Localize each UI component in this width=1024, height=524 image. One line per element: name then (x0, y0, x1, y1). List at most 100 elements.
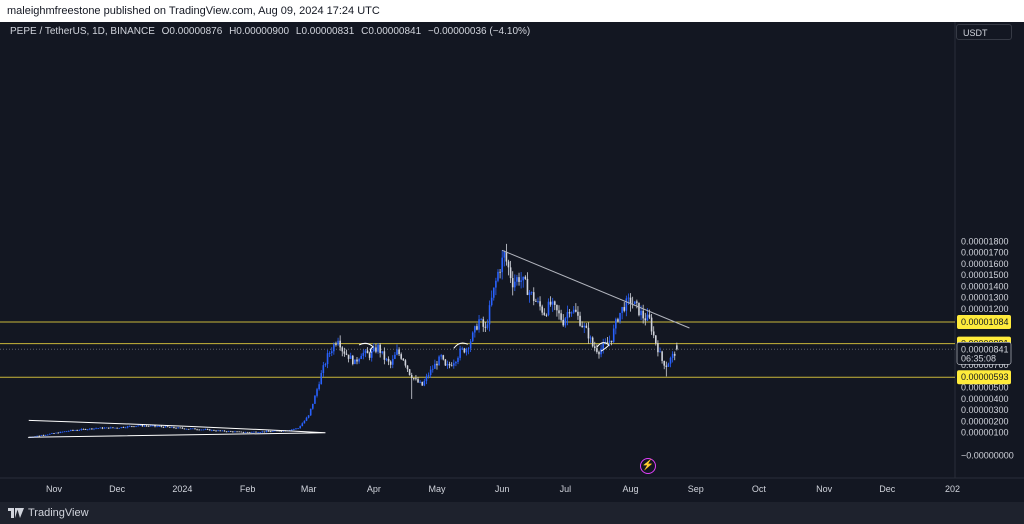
candle-body[interactable] (591, 337, 594, 347)
candle-body[interactable] (225, 431, 228, 433)
candle-body[interactable] (568, 312, 571, 314)
candle-body[interactable] (192, 428, 194, 430)
candle-body[interactable] (530, 292, 533, 293)
candle-body[interactable] (621, 307, 623, 313)
candle-body[interactable] (135, 425, 137, 427)
candle-body[interactable] (57, 432, 60, 434)
candle-body[interactable] (257, 432, 259, 434)
candle-body[interactable] (253, 431, 255, 433)
candle-body[interactable] (217, 430, 219, 432)
tradingview-brand[interactable]: TradingView (8, 507, 89, 519)
candle-body[interactable] (425, 376, 428, 381)
candle-body[interactable] (84, 429, 87, 430)
candle-body[interactable] (181, 427, 184, 429)
candle-body[interactable] (650, 317, 653, 332)
candle-body[interactable] (665, 365, 668, 367)
candle-body[interactable] (267, 430, 270, 432)
candle-body[interactable] (328, 353, 331, 354)
candle-body[interactable] (48, 433, 51, 435)
candle-body[interactable] (362, 352, 365, 356)
candle-body[interactable] (640, 310, 642, 316)
candle-body[interactable] (427, 375, 430, 377)
candle-body[interactable] (358, 358, 360, 362)
candle-body[interactable] (610, 340, 613, 342)
candle-body[interactable] (400, 354, 402, 359)
candle-body[interactable] (615, 319, 617, 329)
candle-body[interactable] (373, 347, 375, 352)
candle-body[interactable] (566, 312, 569, 319)
candle-body[interactable] (303, 420, 306, 424)
candle-body[interactable] (166, 426, 169, 428)
candle-body[interactable] (383, 351, 386, 360)
candle-body[interactable] (556, 304, 558, 311)
candle-body[interactable] (263, 431, 266, 433)
candle-body[interactable] (419, 381, 421, 383)
candle-body[interactable] (156, 426, 158, 428)
candle-body[interactable] (629, 297, 632, 304)
candle-body[interactable] (293, 429, 295, 430)
candle-body[interactable] (99, 427, 102, 429)
candle-body[interactable] (128, 425, 131, 427)
candle-body[interactable] (162, 426, 165, 428)
candle-body[interactable] (175, 427, 177, 429)
candle-body[interactable] (347, 354, 350, 359)
candle-body[interactable] (110, 427, 112, 429)
candle-body[interactable] (406, 365, 409, 370)
candle-body[interactable] (51, 433, 53, 434)
candle-body[interactable] (112, 427, 114, 429)
candle-body[interactable] (644, 318, 647, 321)
candle-body[interactable] (97, 428, 99, 430)
candle-body[interactable] (448, 364, 451, 366)
candle-body[interactable] (248, 432, 251, 433)
candle-body[interactable] (612, 328, 615, 342)
candle-body[interactable] (410, 374, 413, 379)
candle-body[interactable] (204, 429, 207, 431)
candle-body[interactable] (250, 431, 253, 433)
candle-body[interactable] (501, 257, 503, 273)
candle-body[interactable] (223, 430, 226, 432)
candle-body[interactable] (417, 379, 419, 383)
candle-body[interactable] (415, 378, 417, 380)
candle-body[interactable] (326, 353, 329, 365)
candle-body[interactable] (511, 278, 514, 288)
candle-body[interactable] (480, 319, 482, 321)
candle-body[interactable] (518, 277, 520, 282)
candle-body[interactable] (516, 277, 518, 282)
candle-body[interactable] (122, 427, 125, 428)
candle-body[interactable] (507, 261, 510, 268)
candle-body[interactable] (320, 373, 323, 385)
candle-body[interactable] (465, 349, 468, 353)
candle-body[interactable] (244, 432, 247, 433)
candle-body[interactable] (572, 309, 575, 313)
candle-body[interactable] (55, 432, 57, 434)
candle-body[interactable] (602, 343, 604, 349)
candle-body[interactable] (215, 430, 217, 432)
candle-body[interactable] (38, 435, 41, 437)
candle-body[interactable] (484, 326, 487, 328)
candle-body[interactable] (307, 415, 310, 418)
drawing-annotation[interactable] (596, 342, 610, 352)
candle-body[interactable] (341, 347, 344, 352)
candle-body[interactable] (76, 430, 78, 431)
candle-body[interactable] (579, 315, 581, 326)
candle-body[interactable] (387, 358, 390, 362)
candle-body[interactable] (229, 431, 232, 432)
candle-body[interactable] (53, 433, 55, 434)
candle-body[interactable] (528, 292, 531, 295)
candle-body[interactable] (152, 425, 154, 427)
candle-body[interactable] (543, 312, 546, 315)
candle-body[interactable] (179, 427, 182, 429)
candle-body[interactable] (617, 319, 619, 322)
candle-body[interactable] (394, 354, 396, 359)
candle-body[interactable] (442, 355, 445, 360)
candle-body[interactable] (452, 363, 455, 366)
candle-body[interactable] (208, 429, 211, 431)
candle-body[interactable] (671, 353, 674, 358)
candle-body[interactable] (575, 309, 577, 312)
candle-body[interactable] (429, 369, 432, 376)
candle-body[interactable] (560, 313, 562, 320)
candle-body[interactable] (299, 426, 301, 429)
candle-body[interactable] (234, 431, 236, 433)
candle-body[interactable] (642, 310, 644, 319)
candle-body[interactable] (318, 384, 320, 390)
